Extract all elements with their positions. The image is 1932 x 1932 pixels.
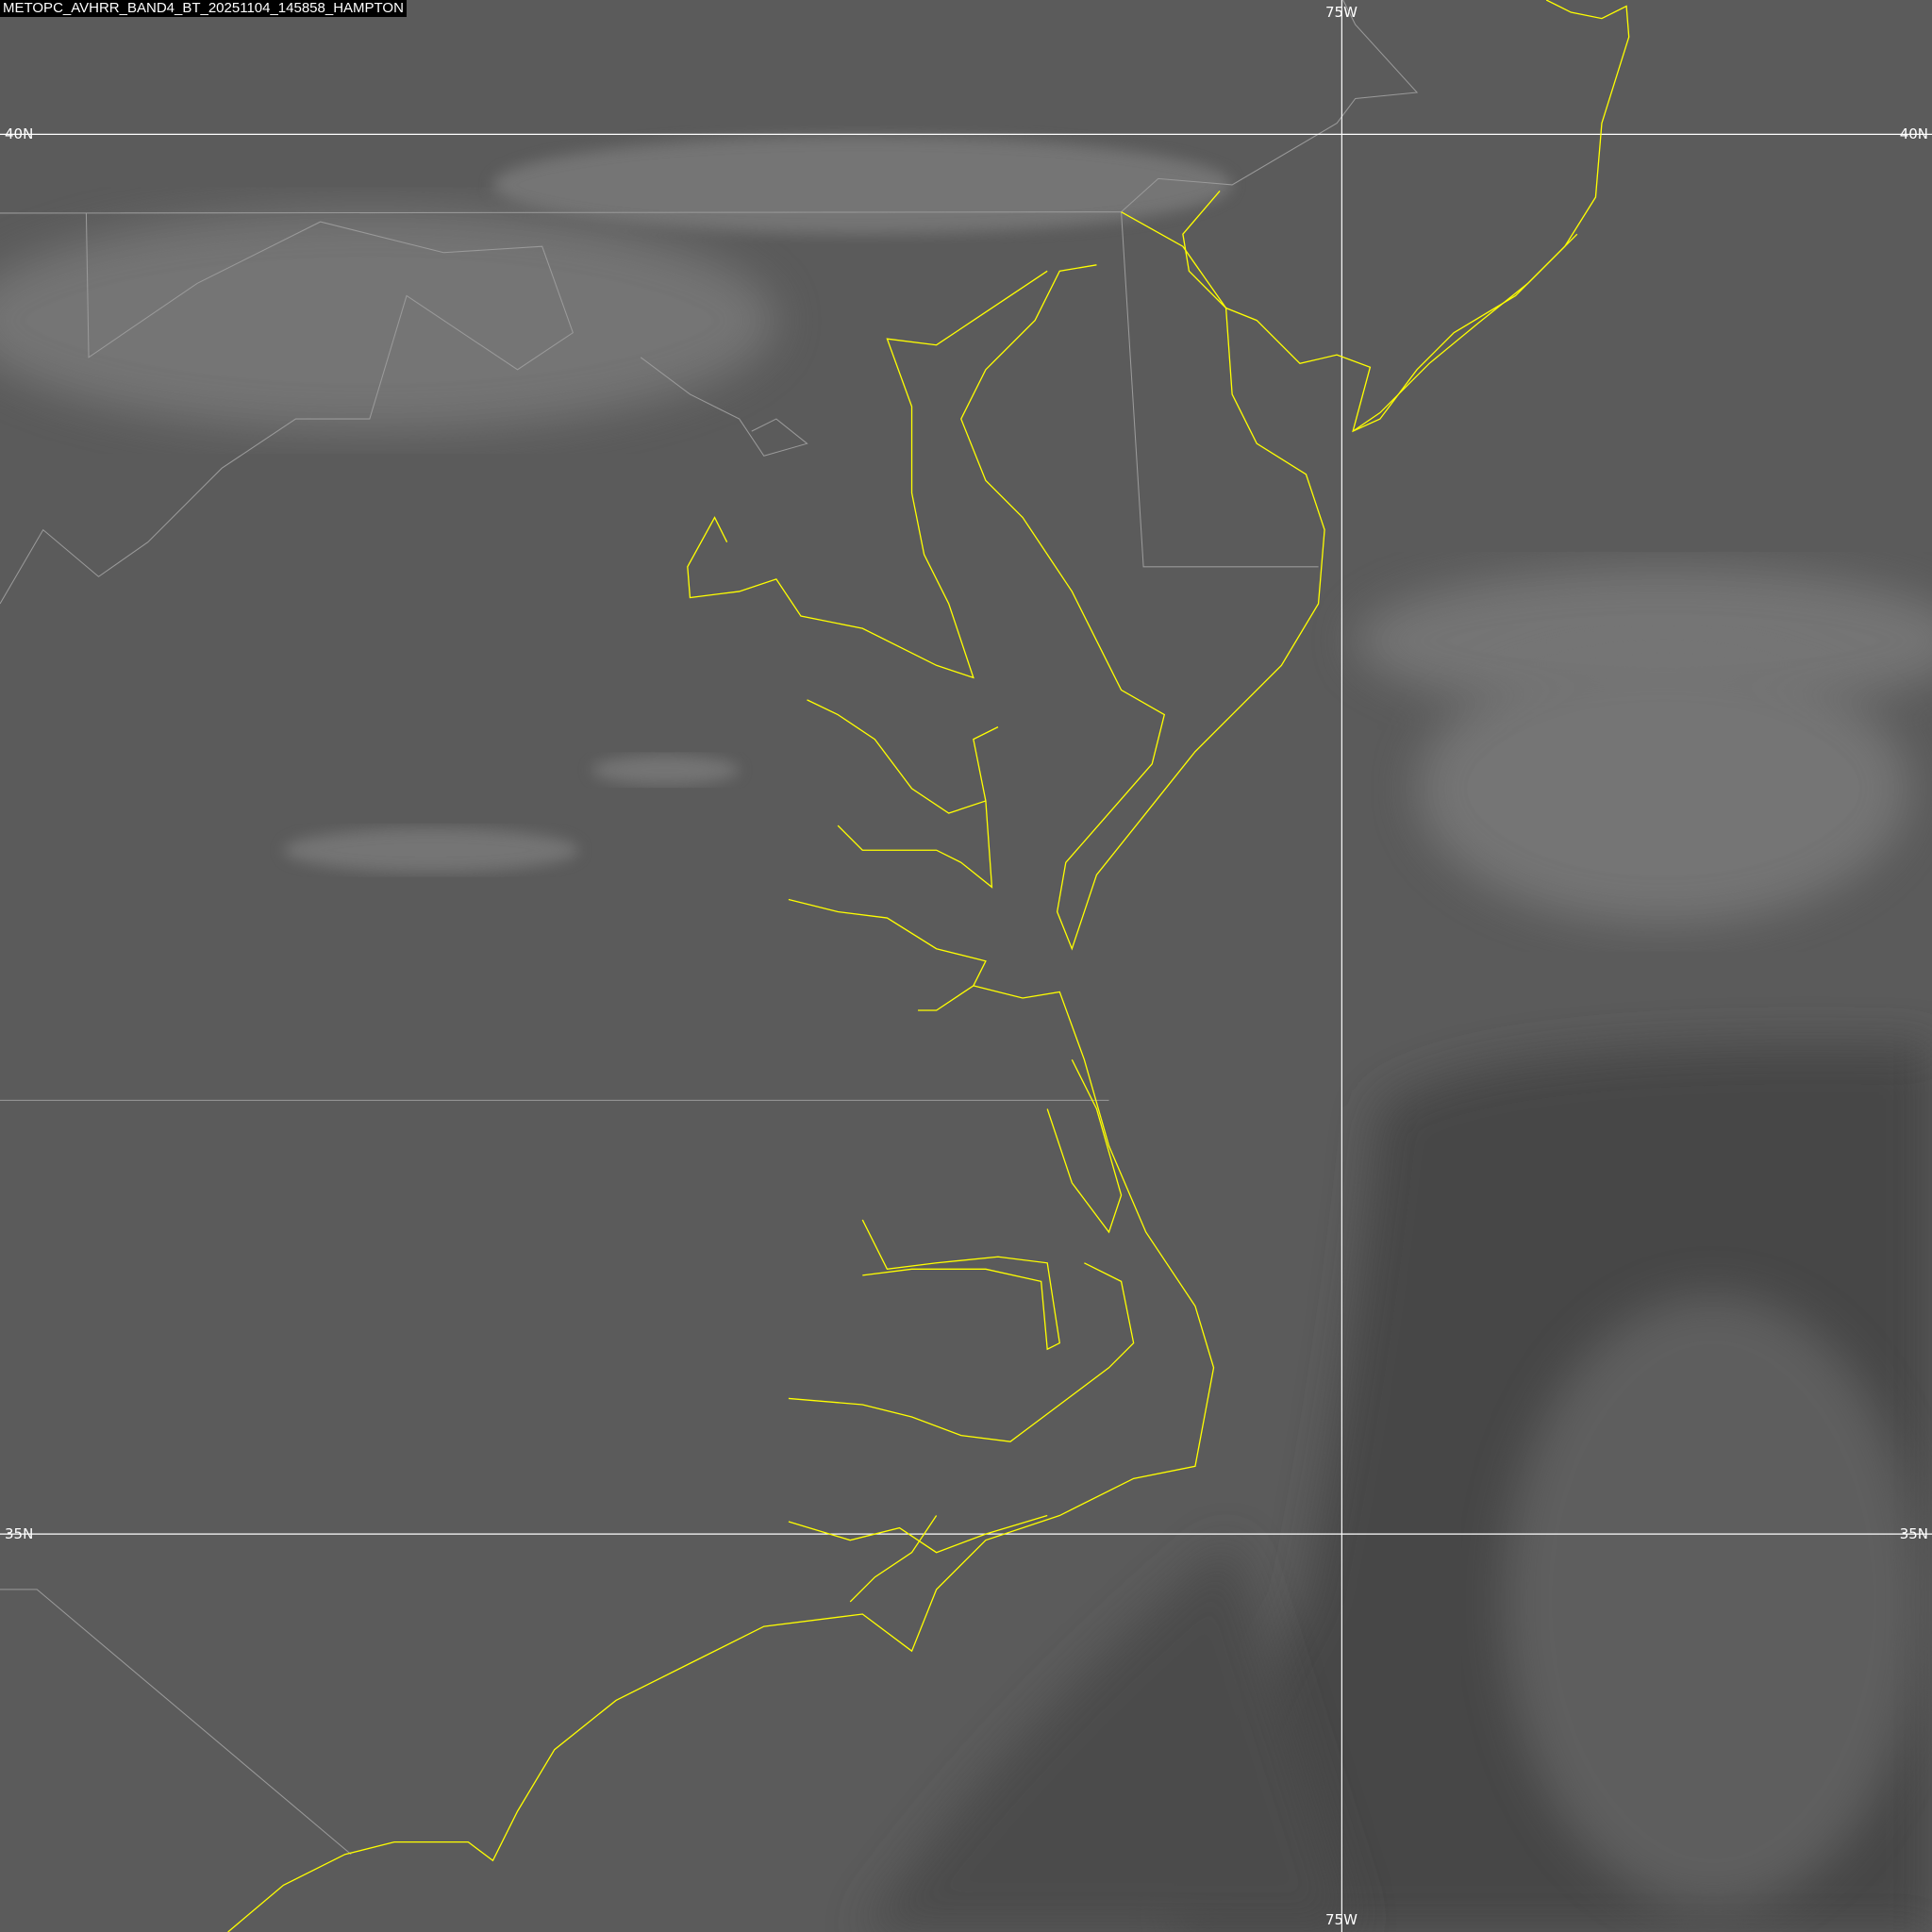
coastline [227, 0, 1630, 1932]
cloud-streets [1503, 1293, 1923, 1910]
image-title: METOPC_AVHRR_BAND4_BT_20251104_145858_HA… [0, 0, 407, 17]
lon-label-75w-top: 75W [1325, 4, 1357, 21]
lon-label-75w-bottom: 75W [1325, 1911, 1357, 1928]
lat-label-40n-left: 40N [5, 125, 34, 142]
lat-label-35n-left: 35N [5, 1525, 34, 1542]
cloud-bands [0, 135, 1932, 924]
lat-label-40n-right: 40N [1899, 125, 1928, 142]
state-borders [0, 0, 1419, 1856]
lat-label-35n-right: 35N [1899, 1525, 1928, 1542]
